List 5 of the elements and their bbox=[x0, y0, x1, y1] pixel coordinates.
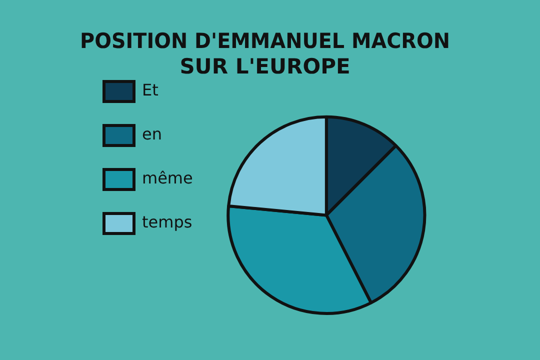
chart-title: POSITION D'EMMANUEL MACRON SUR L'EUROPE bbox=[80, 28, 450, 78]
legend-label: temps bbox=[142, 212, 192, 232]
legend-label: Et bbox=[142, 80, 158, 100]
legend-label: en bbox=[142, 124, 162, 144]
legend-label: même bbox=[142, 168, 193, 188]
